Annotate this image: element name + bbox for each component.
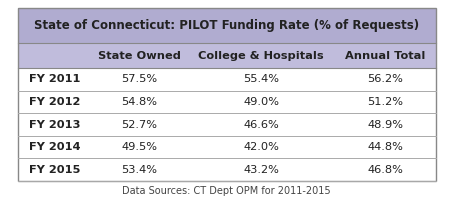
Text: FY 2013: FY 2013 [29,120,80,130]
Text: State of Connecticut: PILOT Funding Rate (% of Requests): State of Connecticut: PILOT Funding Rate… [34,19,419,32]
Bar [18,91,436,113]
Text: FY 2011: FY 2011 [29,74,80,84]
Text: 42.0%: 42.0% [243,142,279,152]
Text: 56.2%: 56.2% [367,74,403,84]
Text: Data Sources: CT Dept OPM for 2011-2015: Data Sources: CT Dept OPM for 2011-2015 [123,186,331,196]
Text: 46.8%: 46.8% [367,165,403,175]
Text: FY 2012: FY 2012 [29,97,80,107]
Bar [18,43,436,68]
Bar [18,8,436,43]
Text: 48.9%: 48.9% [367,120,403,130]
Text: 53.4%: 53.4% [122,165,158,175]
Text: 46.6%: 46.6% [243,120,279,130]
Text: State Owned: State Owned [98,51,181,61]
Text: Annual Total: Annual Total [345,51,425,61]
Bar [18,136,436,158]
Text: FY 2014: FY 2014 [29,142,80,152]
Bar [18,8,436,181]
Text: 49.5%: 49.5% [122,142,158,152]
Text: 52.7%: 52.7% [122,120,158,130]
Text: 43.2%: 43.2% [243,165,279,175]
Text: 57.5%: 57.5% [122,74,158,84]
Text: 51.2%: 51.2% [367,97,403,107]
Bar [18,158,436,181]
Text: 44.8%: 44.8% [367,142,403,152]
Text: 49.0%: 49.0% [243,97,279,107]
Bar [18,68,436,91]
Text: College & Hospitals: College & Hospitals [198,51,324,61]
Text: 54.8%: 54.8% [122,97,158,107]
Bar [18,113,436,136]
Text: 55.4%: 55.4% [243,74,279,84]
Text: FY 2015: FY 2015 [29,165,80,175]
